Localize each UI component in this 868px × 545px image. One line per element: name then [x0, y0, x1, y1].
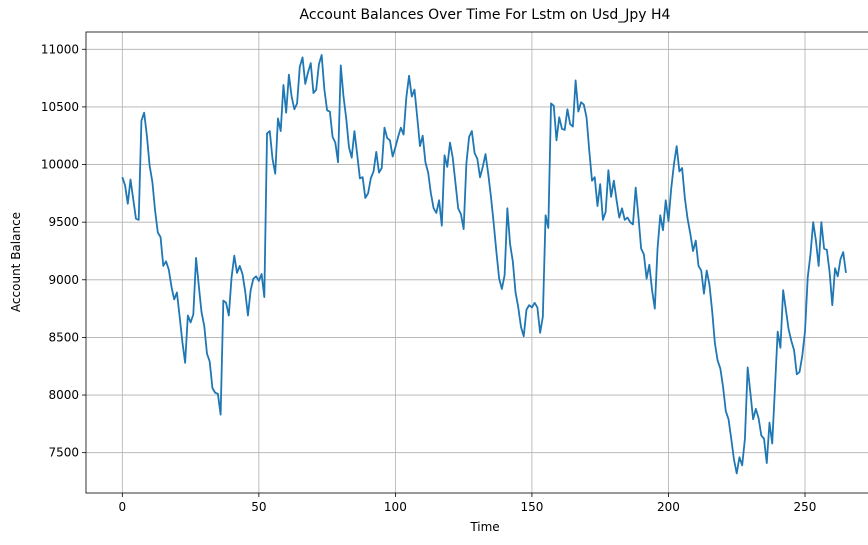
- x-tick-label: 0: [118, 500, 126, 514]
- y-tick-label: 8500: [48, 330, 79, 344]
- y-tick-label: 8000: [48, 388, 79, 402]
- plot-frame: [85, 31, 868, 494]
- x-axis-label: Time: [469, 520, 499, 534]
- x-tick-label: 100: [384, 500, 407, 514]
- x-tick-label: 150: [520, 500, 543, 514]
- grid: [86, 32, 868, 493]
- series-line: [121, 54, 847, 475]
- y-tick-label: 7500: [48, 446, 79, 460]
- series-layer: [121, 54, 847, 475]
- y-axis: 7500 8000 8500 9000 9500 10000 10500 11000: [41, 42, 86, 460]
- chart-title: Account Balances Over Time For Lstm on U…: [300, 7, 671, 23]
- x-axis: 0 50 100 150 200 250: [118, 493, 816, 514]
- y-tick-label: 9500: [48, 215, 79, 229]
- x-tick-label: 200: [657, 500, 680, 514]
- x-tick-label: 250: [794, 500, 817, 514]
- x-tick-label: 50: [251, 500, 266, 514]
- y-tick-label: 9000: [48, 273, 79, 287]
- y-tick-label: 10500: [41, 100, 79, 114]
- y-tick-label: 10000: [41, 158, 79, 172]
- y-axis-label: Account Balance: [9, 212, 23, 312]
- y-tick-label: 11000: [41, 42, 79, 56]
